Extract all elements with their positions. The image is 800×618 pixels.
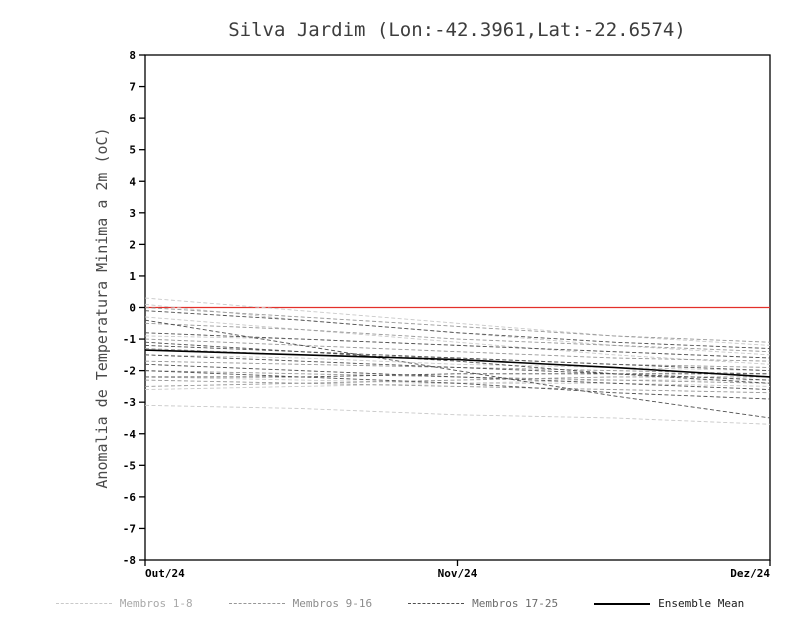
svg-text:4: 4 — [129, 175, 136, 188]
svg-text:8: 8 — [129, 49, 136, 62]
svg-text:5: 5 — [129, 144, 136, 157]
svg-text:-8: -8 — [123, 554, 136, 567]
legend-item-ensemble-mean: Ensemble Mean — [594, 597, 744, 610]
svg-text:Nov/24: Nov/24 — [438, 567, 478, 578]
legend-item-members-1-8: Membros 1-8 — [55, 597, 193, 610]
ensemble-member-lines — [144, 297, 771, 425]
svg-text:Dez/24: Dez/24 — [730, 567, 770, 578]
y-axis-ticks: 8 7 6 5 4 3 2 1 0 -1 -2 -3 -4 -5 -6 -7 -8 — [123, 49, 145, 567]
svg-text:7: 7 — [129, 81, 136, 94]
svg-text:-3: -3 — [123, 396, 136, 409]
legend-item-members-17-25: Membros 17-25 — [408, 597, 558, 610]
members-9-16-line-swatch — [228, 603, 285, 604]
legend-label: Membros 17-25 — [472, 597, 559, 610]
svg-text:2: 2 — [129, 238, 136, 251]
svg-text:-4: -4 — [123, 428, 137, 441]
svg-text:Out/24: Out/24 — [145, 567, 185, 578]
svg-text:-1: -1 — [123, 333, 137, 346]
chart-title: Silva Jardim (Lon:-42.3961,Lat:-22.6574) — [228, 19, 686, 41]
svg-text:1: 1 — [129, 270, 136, 283]
members-1-8-line-swatch — [55, 603, 112, 604]
legend-label: Membros 9-16 — [292, 597, 373, 610]
legend-label: Membros 1-8 — [119, 597, 193, 610]
svg-text:-7: -7 — [123, 522, 136, 535]
y-axis-label: Anomalia de Temperatura Minima a 2m (oC) — [93, 127, 111, 488]
svg-text:0: 0 — [129, 302, 136, 315]
chart-legend: Membros 1-8 Membros 9-16 Membros 17-25 E… — [0, 597, 800, 610]
svg-text:-6: -6 — [123, 491, 137, 504]
svg-text:-5: -5 — [123, 459, 136, 472]
ensemble-mean-line — [144, 349, 771, 378]
members-17-25-line-swatch — [408, 603, 465, 604]
x-axis-ticks: Out/24 Nov/24 Dez/24 — [144, 560, 771, 578]
svg-text:-2: -2 — [123, 365, 136, 378]
ensemble-mean-line-swatch — [594, 602, 651, 605]
ensemble-forecast-chart: Silva Jardim (Lon:-42.3961,Lat:-22.6574)… — [93, 19, 771, 578]
svg-text:6: 6 — [129, 112, 136, 125]
legend-item-members-9-16: Membros 9-16 — [228, 597, 373, 610]
svg-text:3: 3 — [129, 207, 136, 220]
legend-label: Ensemble Mean — [658, 597, 745, 610]
